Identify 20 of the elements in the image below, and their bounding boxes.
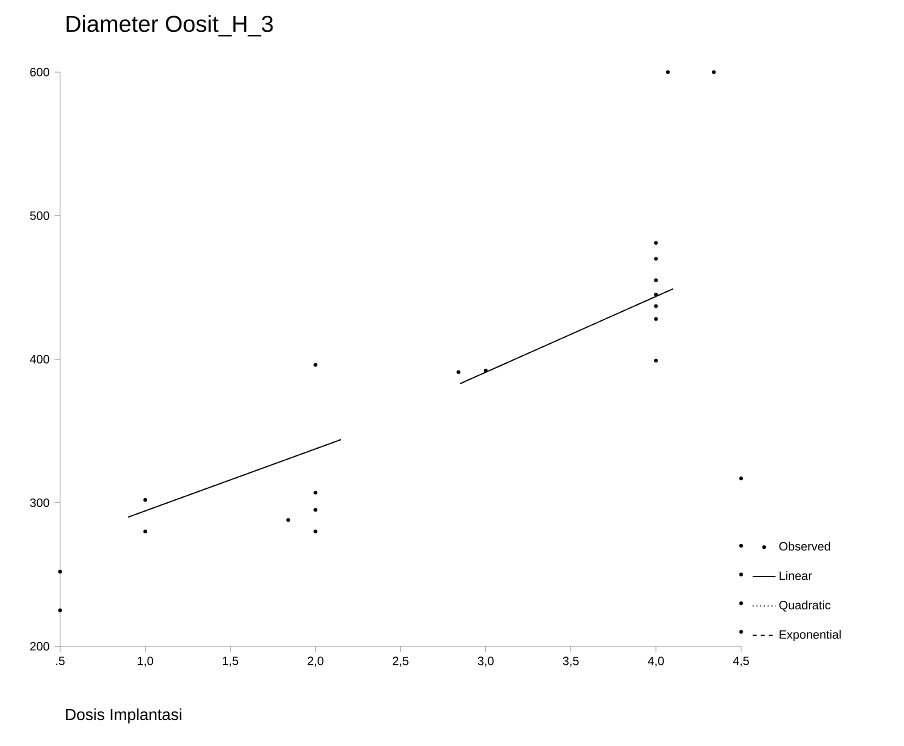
x-axis-title: Dosis Implantasi <box>66 708 182 724</box>
x-tick-label: 3,0 <box>478 656 494 666</box>
legend-label: Linear <box>780 570 812 580</box>
y-tick-label: 300 <box>30 498 50 507</box>
y-tick-label: 500 <box>30 211 50 220</box>
y-tick-label: 400 <box>30 354 50 364</box>
x-tick-label: 1,0 <box>138 656 154 666</box>
x-tick-label: 1,5 <box>222 656 238 666</box>
x-tick-label: 2,5 <box>392 656 408 666</box>
x-tick-label: 4,5 <box>733 656 749 666</box>
legend-label: Quadratic <box>779 600 830 612</box>
x-tick-label: 2,0 <box>308 656 324 666</box>
y-tick-label: 200 <box>30 642 50 650</box>
chart-title: Diameter Oosit_H_3 <box>66 14 273 36</box>
y-tick-label: 600 <box>30 68 50 76</box>
x-tick-label: 4,0 <box>648 656 664 666</box>
legend-label: Observed <box>779 542 830 550</box>
x-tick-label: 3,5 <box>562 656 579 666</box>
legend-label: Exponential <box>780 630 841 641</box>
x-tick-label: .5 <box>56 656 65 665</box>
